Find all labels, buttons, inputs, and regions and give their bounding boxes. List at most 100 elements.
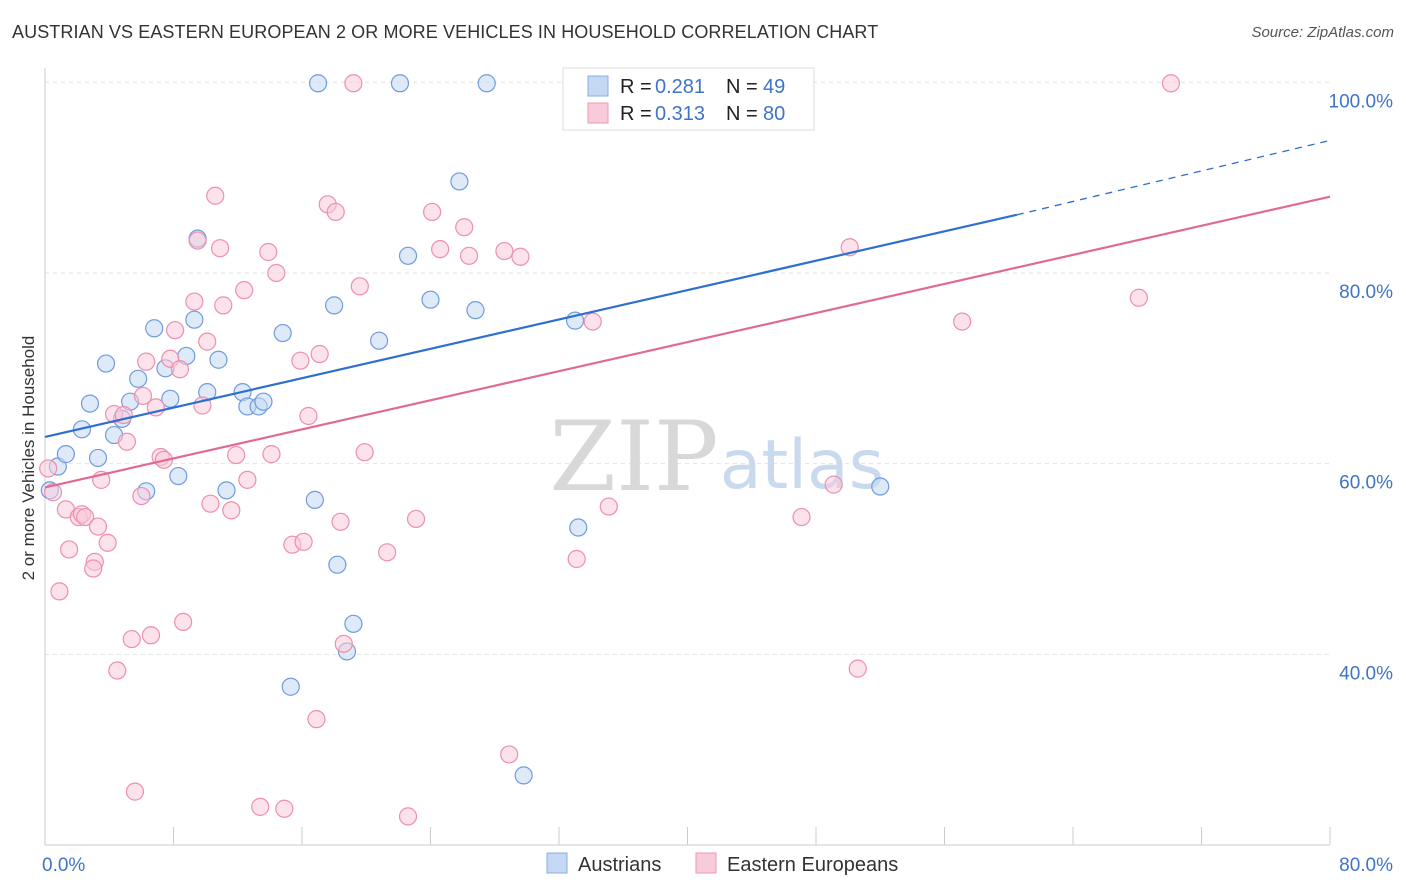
y-tick-label: 100.0% bbox=[1329, 91, 1394, 112]
point-austrians bbox=[514, 766, 533, 785]
point-eastern-europeans bbox=[166, 321, 185, 340]
watermark: ZIP atlas bbox=[549, 401, 884, 513]
point-austrians bbox=[281, 677, 300, 696]
point-eastern-europeans bbox=[210, 239, 230, 258]
point-eastern-europeans bbox=[76, 507, 95, 527]
point-austrians bbox=[209, 350, 228, 369]
point-eastern-europeans bbox=[1129, 288, 1148, 307]
point-eastern-europeans bbox=[310, 344, 329, 364]
point-eastern-europeans bbox=[98, 533, 117, 552]
watermark-atlas: atlas bbox=[720, 426, 884, 505]
point-eastern-europeans bbox=[235, 281, 254, 300]
point-eastern-europeans bbox=[227, 445, 246, 465]
point-eastern-europeans bbox=[406, 509, 426, 529]
point-austrians bbox=[450, 172, 469, 191]
point-eastern-europeans bbox=[294, 532, 313, 551]
point-eastern-europeans bbox=[398, 807, 418, 826]
stats-n-value-austrians: 49 bbox=[763, 76, 785, 98]
point-austrians bbox=[370, 331, 389, 350]
y-tick-label: 60.0% bbox=[1339, 473, 1393, 494]
y-axis-title: 2 or more Vehicles in Household bbox=[19, 336, 38, 581]
point-austrians bbox=[305, 490, 324, 509]
point-eastern-europeans bbox=[291, 351, 310, 370]
legend-label-eastern-europeans: Eastern Europeans bbox=[727, 854, 898, 876]
point-austrians bbox=[421, 290, 440, 309]
point-eastern-europeans bbox=[188, 231, 207, 250]
point-eastern-europeans bbox=[185, 292, 204, 311]
point-eastern-europeans bbox=[133, 386, 153, 406]
point-austrians bbox=[88, 448, 108, 468]
watermark-zip: ZIP bbox=[549, 401, 718, 513]
point-eastern-europeans bbox=[1161, 74, 1181, 93]
point-eastern-europeans bbox=[198, 332, 217, 351]
data-points bbox=[39, 74, 1181, 826]
point-eastern-europeans bbox=[511, 247, 530, 266]
point-eastern-europeans bbox=[222, 501, 241, 520]
point-eastern-europeans bbox=[848, 659, 867, 678]
point-austrians bbox=[80, 394, 100, 413]
point-eastern-europeans bbox=[500, 745, 519, 764]
point-austrians bbox=[129, 369, 148, 388]
point-eastern-europeans bbox=[137, 352, 156, 371]
point-eastern-europeans bbox=[495, 241, 514, 261]
point-eastern-europeans bbox=[334, 634, 353, 653]
stats-box: R = 0.281 N = 49 R = 0.313 N = 80 bbox=[562, 67, 815, 131]
point-eastern-europeans bbox=[132, 486, 151, 506]
point-eastern-europeans bbox=[88, 517, 108, 536]
point-eastern-europeans bbox=[84, 559, 103, 578]
point-eastern-europeans bbox=[567, 549, 586, 569]
point-austrians bbox=[328, 555, 347, 574]
point-eastern-europeans bbox=[43, 483, 63, 502]
stats-r-label-austrians: R = bbox=[620, 76, 652, 98]
point-eastern-europeans bbox=[108, 661, 127, 680]
stats-r-value-austrians: 0.281 bbox=[655, 76, 705, 98]
point-eastern-europeans bbox=[599, 497, 618, 516]
point-eastern-europeans bbox=[299, 406, 318, 426]
stats-r-value-eastern-europeans: 0.313 bbox=[655, 103, 705, 125]
point-eastern-europeans bbox=[59, 540, 79, 559]
stats-n-value-eastern-europeans: 80 bbox=[763, 103, 785, 125]
point-eastern-europeans bbox=[275, 799, 294, 818]
point-austrians bbox=[477, 74, 496, 93]
point-eastern-europeans bbox=[50, 582, 69, 601]
point-eastern-europeans bbox=[170, 360, 190, 379]
point-eastern-europeans bbox=[206, 186, 225, 205]
point-austrians bbox=[569, 518, 588, 537]
chart-title: AUSTRIAN VS EASTERN EUROPEAN 2 OR MORE V… bbox=[12, 22, 879, 42]
point-austrians bbox=[273, 323, 292, 343]
point-austrians bbox=[254, 392, 273, 411]
point-eastern-europeans bbox=[251, 797, 270, 816]
stats-swatch-austrians bbox=[587, 75, 609, 97]
stats-r-label-eastern-europeans: R = bbox=[620, 103, 652, 125]
x-tick-label: 0.0% bbox=[42, 855, 85, 876]
trend-lines bbox=[44, 139, 1331, 489]
legend-label-austrians: Austrians bbox=[578, 854, 661, 876]
stats-n-label-eastern-europeans: N = bbox=[726, 103, 758, 125]
legend-swatch-eastern-europeans bbox=[695, 852, 717, 874]
point-eastern-europeans bbox=[792, 507, 811, 527]
stats-n-label-austrians: N = bbox=[726, 76, 758, 98]
point-austrians bbox=[185, 310, 204, 329]
point-austrians bbox=[145, 319, 164, 338]
legend: Austrians Eastern Europeans bbox=[546, 852, 898, 876]
point-eastern-europeans bbox=[201, 494, 220, 513]
y-tick-label: 80.0% bbox=[1339, 282, 1393, 303]
point-austrians bbox=[169, 466, 188, 486]
point-eastern-europeans bbox=[307, 710, 326, 729]
point-eastern-europeans bbox=[174, 612, 193, 632]
point-eastern-europeans bbox=[355, 443, 374, 462]
point-austrians bbox=[217, 481, 236, 500]
point-austrians bbox=[96, 354, 116, 373]
trend-extension-austrians bbox=[1016, 139, 1331, 216]
point-eastern-europeans bbox=[331, 512, 350, 531]
point-eastern-europeans bbox=[455, 218, 474, 237]
point-eastern-europeans bbox=[262, 445, 281, 464]
point-austrians bbox=[466, 301, 485, 320]
point-eastern-europeans bbox=[344, 74, 363, 93]
point-austrians bbox=[398, 246, 418, 265]
y-tick-label: 40.0% bbox=[1339, 663, 1393, 684]
point-eastern-europeans bbox=[122, 629, 141, 649]
point-austrians bbox=[308, 74, 328, 93]
point-eastern-europeans bbox=[378, 543, 397, 562]
